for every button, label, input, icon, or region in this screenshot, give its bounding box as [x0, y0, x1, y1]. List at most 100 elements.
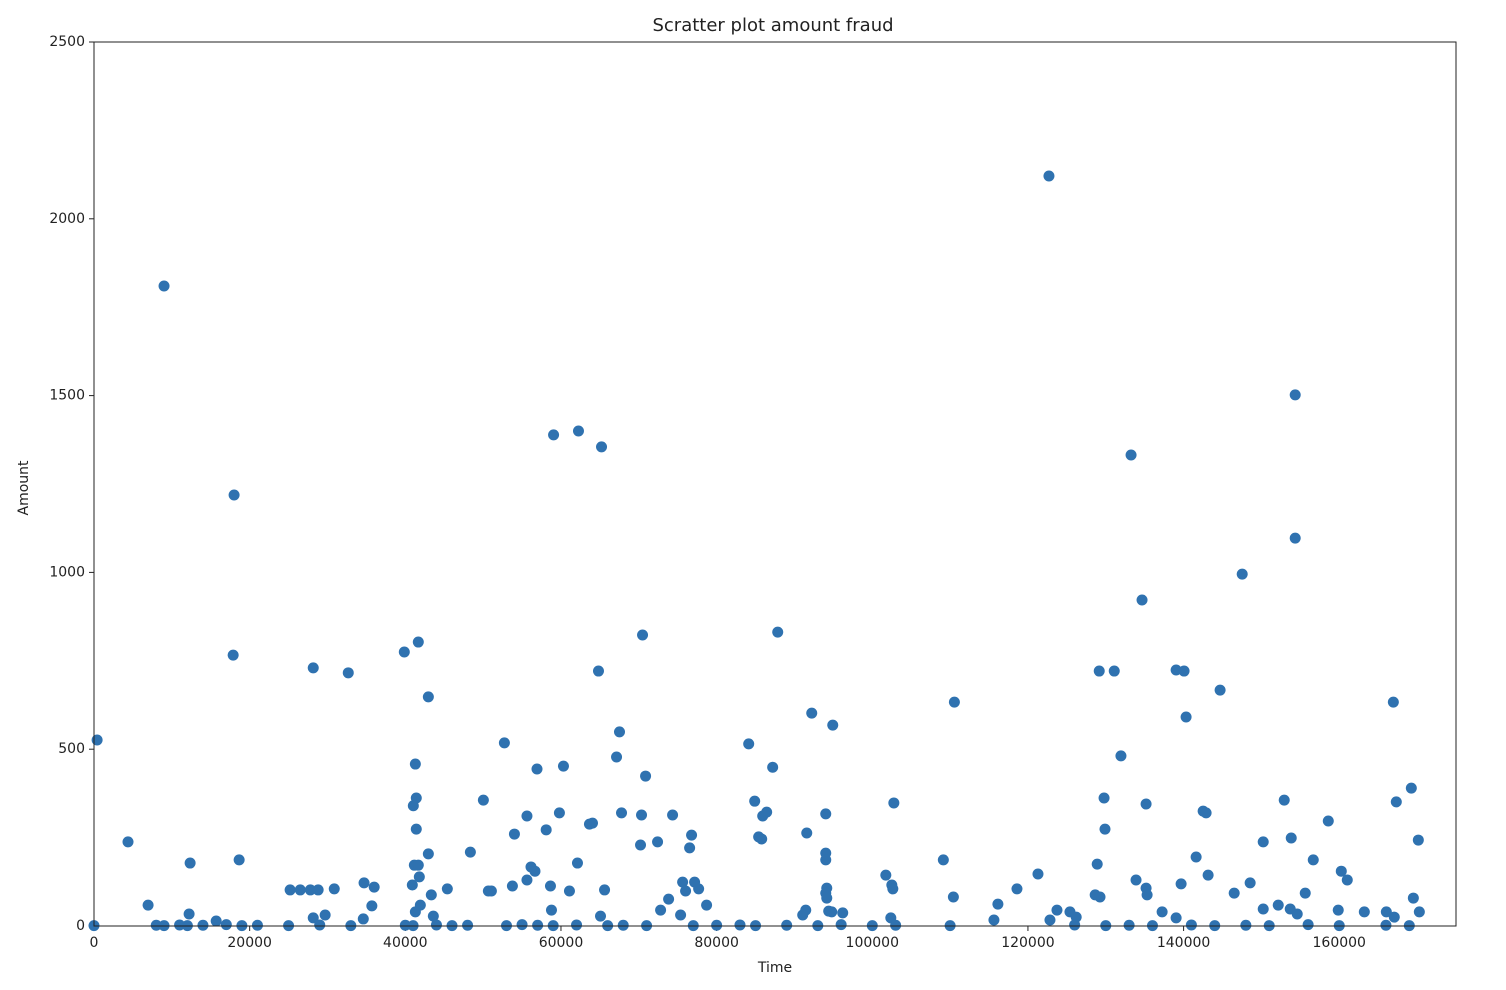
point [284, 884, 296, 896]
point [1069, 919, 1081, 931]
point [294, 884, 306, 896]
point [948, 696, 960, 708]
point [548, 429, 560, 441]
point [407, 800, 419, 812]
point [686, 829, 698, 841]
point [477, 794, 489, 806]
point [464, 846, 476, 858]
point [1332, 904, 1344, 916]
point [425, 889, 437, 901]
point [1322, 815, 1334, 827]
point [251, 919, 263, 931]
x-tick-label: 60000 [539, 935, 584, 951]
y-tick-label: 1500 [49, 388, 85, 404]
point [1341, 874, 1353, 886]
point [1413, 906, 1425, 918]
point [880, 869, 892, 881]
point [652, 836, 664, 848]
point [1272, 899, 1284, 911]
point [749, 795, 761, 807]
point [142, 899, 154, 911]
point [1299, 887, 1311, 899]
point [410, 823, 422, 835]
point [1387, 696, 1399, 708]
point [1044, 914, 1056, 926]
point [563, 885, 575, 897]
point [508, 828, 520, 840]
point [1094, 891, 1106, 903]
point [413, 871, 425, 883]
point [947, 891, 959, 903]
point [506, 880, 518, 892]
point [781, 919, 793, 931]
point [637, 629, 649, 641]
point [756, 833, 768, 845]
point [544, 880, 556, 892]
point [531, 763, 543, 775]
point [1200, 807, 1212, 819]
y-tick-label: 0 [76, 918, 85, 934]
point [1190, 851, 1202, 863]
y-tick-label: 2000 [49, 211, 85, 227]
point [586, 817, 598, 829]
point [636, 809, 648, 821]
point [1136, 594, 1148, 606]
point [1412, 834, 1424, 846]
point [184, 857, 196, 869]
point [684, 842, 696, 854]
point [1236, 568, 1248, 580]
point [801, 827, 813, 839]
point [640, 770, 652, 782]
point [675, 909, 687, 921]
point [532, 919, 544, 931]
point [158, 280, 170, 292]
point [197, 919, 209, 931]
point [1011, 883, 1023, 895]
point [1093, 665, 1105, 677]
point [1140, 798, 1152, 810]
point [1407, 892, 1419, 904]
point [358, 877, 370, 889]
point [616, 807, 628, 819]
point [826, 906, 838, 918]
point [1289, 389, 1301, 401]
point [521, 810, 533, 822]
y-tick-label: 2500 [49, 34, 85, 50]
point [937, 854, 949, 866]
point [412, 859, 424, 871]
y-axis-label: Amount [16, 460, 32, 516]
point [743, 738, 755, 750]
point [617, 919, 629, 931]
point [1358, 906, 1370, 918]
x-tick-label: 0 [90, 935, 99, 951]
point [342, 667, 354, 679]
point [430, 919, 442, 931]
point [521, 874, 533, 886]
point [734, 919, 746, 931]
point [307, 662, 319, 674]
point [1244, 877, 1256, 889]
point [1185, 919, 1197, 931]
point [1291, 908, 1303, 920]
point [572, 425, 584, 437]
point [611, 751, 623, 763]
point [1091, 858, 1103, 870]
point [210, 915, 222, 927]
point [304, 884, 316, 896]
point [1108, 665, 1120, 677]
point [1032, 868, 1044, 880]
point [571, 857, 583, 869]
point [1130, 874, 1142, 886]
point [422, 848, 434, 860]
point [1175, 878, 1187, 890]
point [1115, 750, 1127, 762]
y-tick-label: 1000 [49, 564, 85, 580]
point [761, 806, 773, 818]
point [890, 919, 902, 931]
point [1170, 912, 1182, 924]
point [827, 719, 839, 731]
x-tick-label: 20000 [227, 935, 272, 951]
point [529, 865, 541, 877]
point [406, 879, 418, 891]
point [680, 885, 692, 897]
